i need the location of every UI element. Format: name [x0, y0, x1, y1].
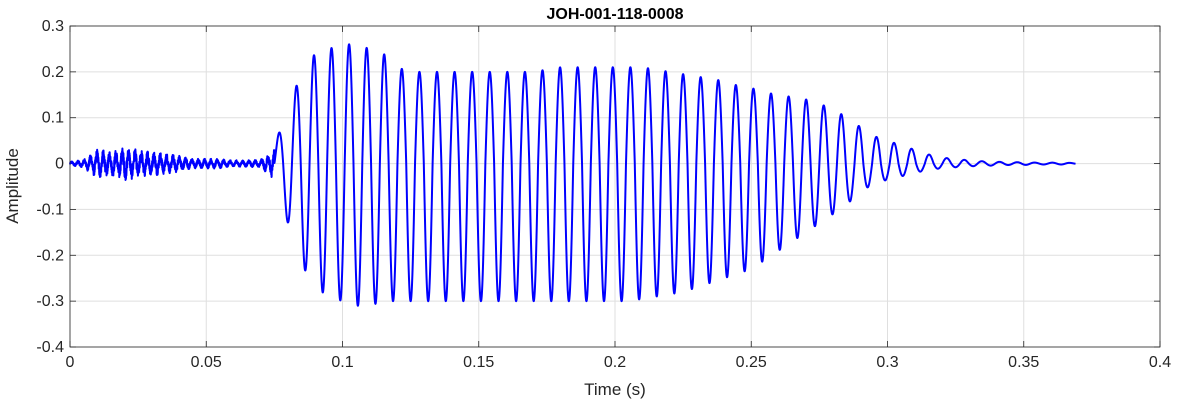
y-tick-label: 0	[55, 156, 64, 173]
x-axis-ticks: 0 0.05 0.1 0.15 0.2 0.25 0.3 0.35 0.4	[66, 26, 1171, 371]
y-tick-label: -0.2	[36, 247, 64, 264]
plot-area-border	[69, 25, 1161, 348]
x-tick-label: 0.15	[463, 354, 494, 371]
series-layer	[69, 43, 1077, 307]
x-tick-label: 0.05	[191, 354, 222, 371]
y-tick-label: -0.4	[36, 339, 64, 356]
y-tick-label: 0.1	[42, 110, 64, 127]
chart-title: JOH-001-118-0008	[547, 6, 684, 23]
x-tick-label: 0	[66, 354, 75, 371]
y-axis-label: Amplitude	[3, 148, 22, 224]
y-tick-label: -0.3	[36, 293, 64, 310]
y-axis-ticks: -0.4 -0.3 -0.2 -0.1 0 0.1 0.2 0.3	[36, 18, 1160, 356]
y-tick-label: 0.2	[42, 64, 64, 81]
y-tick-label: -0.1	[36, 201, 64, 218]
x-axis-label: Time (s)	[584, 380, 646, 399]
series-line-0	[69, 43, 1077, 307]
x-tick-label: 0.1	[331, 354, 353, 371]
x-tick-label: 0.25	[736, 354, 767, 371]
x-tick-label: 0.2	[604, 354, 626, 371]
x-tick-label: 0.3	[876, 354, 898, 371]
x-tick-label: 0.35	[1008, 354, 1039, 371]
x-tick-label: 0.4	[1149, 354, 1171, 371]
y-tick-label: 0.3	[42, 18, 64, 35]
